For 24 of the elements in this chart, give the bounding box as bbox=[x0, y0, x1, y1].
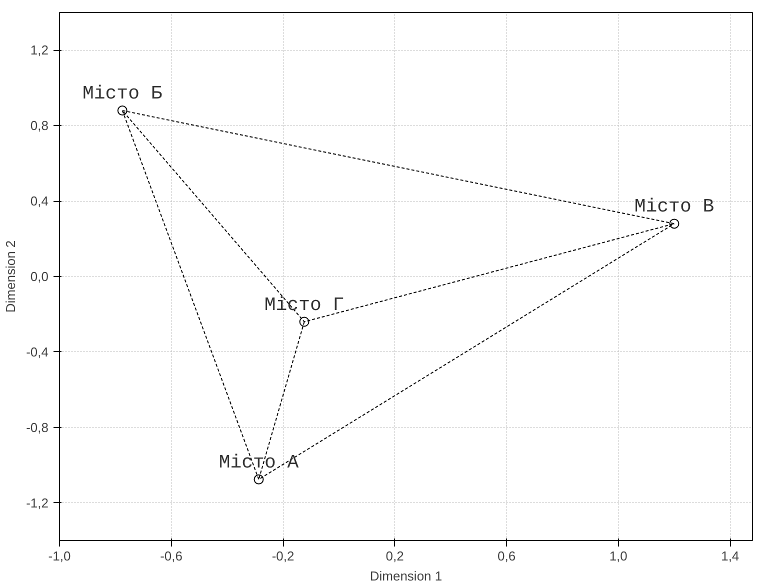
x-tick-label: 0,6 bbox=[498, 548, 516, 564]
y-tick-label: 0,4 bbox=[30, 194, 49, 209]
annotation: Місто Г bbox=[264, 294, 344, 316]
annotation: Місто Б bbox=[82, 82, 162, 105]
y-axis-title: Dimension 2 bbox=[3, 240, 18, 313]
x-tick-label: 1,4 bbox=[721, 548, 740, 564]
annotation: Місто В bbox=[634, 196, 714, 218]
x-axis-title: Dimension 1 bbox=[370, 568, 442, 584]
x-tick-label: -0,6 bbox=[160, 548, 182, 564]
point bbox=[669, 218, 680, 229]
point bbox=[117, 106, 128, 116]
y-tick-label: -0,4 bbox=[26, 344, 49, 360]
x-tick-label: -0,2 bbox=[272, 548, 294, 564]
y-tick-label: 0,8 bbox=[30, 118, 49, 134]
point bbox=[299, 316, 310, 327]
y-tick-label: -1,2 bbox=[26, 495, 49, 510]
y-tick-label: -0,8 bbox=[26, 420, 49, 435]
y-tick-label: 0,0 bbox=[30, 269, 49, 284]
x-tick-label: -1,0 bbox=[48, 548, 71, 564]
y-tick-label: 1,2 bbox=[30, 42, 49, 58]
x-tick-label: 1,0 bbox=[609, 548, 628, 564]
annotation: Місто А bbox=[218, 451, 300, 474]
x-tick-label: 0,2 bbox=[386, 548, 404, 564]
point bbox=[254, 474, 264, 484]
